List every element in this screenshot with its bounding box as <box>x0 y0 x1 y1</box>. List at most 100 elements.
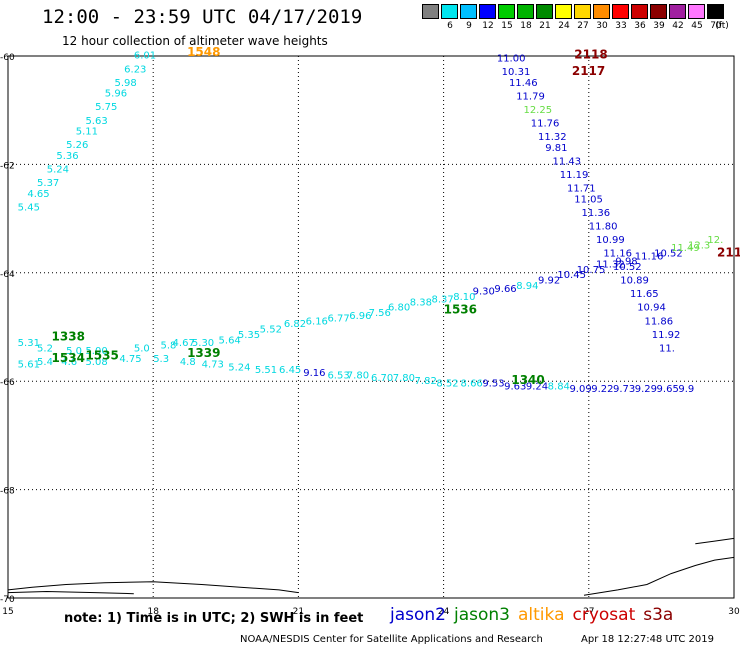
wave-height-label: 11.05 <box>574 194 603 205</box>
map-subtitle: 12 hour collection of altimeter wave hei… <box>62 34 328 48</box>
wave-height-label: 9.81 <box>545 143 567 154</box>
lon-tick-label: 21 <box>293 607 304 617</box>
legend-label: 18 <box>520 21 532 31</box>
wave-height-label: 10.45 <box>557 270 586 281</box>
wave-height-label: 7.80 <box>347 370 369 381</box>
lat-tick-label: -70 <box>0 595 15 605</box>
lon-tick-label: 30 <box>728 607 740 617</box>
wave-height-label: 5.75 <box>95 102 117 113</box>
legend-label: 42 <box>672 21 684 31</box>
pass-time-label: 1548 <box>187 45 220 59</box>
pass-time-label: 2116 <box>717 246 740 260</box>
legend-label: 9 <box>466 21 472 31</box>
legend-label: 45 <box>691 21 703 31</box>
map-frame <box>7 55 735 599</box>
lat-tick-label: -64 <box>0 270 15 280</box>
wave-height-label: 11.65 <box>630 289 659 300</box>
pass-time-label: 1338 <box>52 330 85 344</box>
wave-height-label: 10.31 <box>502 67 531 78</box>
wave-height-label: 5.51 <box>255 365 277 376</box>
legend-swatch <box>707 4 724 19</box>
wave-height-label: 4.6 <box>61 357 77 368</box>
wave-height-label: 10.52 <box>654 249 683 260</box>
wave-height-label: 11.43 <box>553 156 582 167</box>
wave-height-label: 11.36 <box>582 208 611 219</box>
wave-height-label: 5.37 <box>37 178 59 189</box>
credit-line: NOAA/NESDIS Center for Satellite Applica… <box>240 634 543 645</box>
wave-height-label: 11.80 <box>589 221 618 232</box>
wave-height-label: 6.82 <box>284 319 306 330</box>
wave-height-label: 6.80 <box>388 303 410 314</box>
wave-height-label: 11.19 <box>560 170 589 181</box>
lon-tick-label: 18 <box>147 607 159 617</box>
legend-label: 21 <box>539 21 551 31</box>
wave-height-label: 6.53 <box>327 370 349 381</box>
wave-height-label: 11.92 <box>652 330 681 341</box>
wave-height-label: 8.84 <box>548 381 570 392</box>
lat-tick-label: -60 <box>0 53 15 63</box>
legend-label: 6 <box>447 21 453 31</box>
legend-label: 39 <box>653 21 665 31</box>
wave-height-label: 9.63 <box>504 381 526 392</box>
legend-label: 33 <box>615 21 627 31</box>
wave-height-label: 9.65 <box>657 384 679 395</box>
wave-height-label: 4.8 <box>180 357 196 368</box>
lon-tick-label: 15 <box>2 607 13 617</box>
wave-height-label: 5.00 <box>85 346 107 357</box>
wave-height-label: 4.73 <box>202 360 224 371</box>
wave-height-label: 5.8 <box>160 341 176 352</box>
wave-height-label: 12.25 <box>523 105 552 116</box>
pass-time-label: 2117 <box>572 64 605 78</box>
wave-height-label: 9.30 <box>473 286 495 297</box>
legend-swatch <box>612 4 629 19</box>
wave-height-label: 5.30 <box>192 338 214 349</box>
legend-label: 24 <box>558 21 570 31</box>
wave-height-label: 6.23 <box>124 64 146 75</box>
satellite-s3a: s3a <box>643 605 674 625</box>
legend-swatch <box>574 4 591 19</box>
wave-height-label: 5.45 <box>18 202 40 213</box>
legend-swatch <box>688 4 705 19</box>
wave-height-label: 5.35 <box>238 330 260 341</box>
satellite-altika: altika <box>518 605 565 625</box>
wave-height-label: 9.09 <box>569 384 591 395</box>
wave-height-label: 5.24 <box>47 165 69 176</box>
wave-height-label: 5.24 <box>228 362 250 373</box>
wave-height-label: 5.52 <box>260 324 282 335</box>
wave-height-label: 5.98 <box>114 78 136 89</box>
wave-height-label: 5.26 <box>66 140 88 151</box>
legend-swatch <box>669 4 686 19</box>
wave-height-label: 10.94 <box>637 303 666 314</box>
wave-height-label: 8.10 <box>453 292 475 303</box>
wave-height-label: 5.36 <box>56 151 78 162</box>
lat-tick-label: -66 <box>0 378 15 388</box>
legend-label: 12 <box>482 21 494 31</box>
legend-label: 27 <box>577 21 589 31</box>
map-title: 12:00 - 23:59 UTC 04/17/2019 <box>42 6 363 28</box>
wave-height-label: 9.73 <box>613 384 635 395</box>
pass-time-label: 1340 <box>511 373 544 387</box>
wave-height-label: 11.32 <box>538 132 567 143</box>
wave-height-label: 11.79 <box>516 91 545 102</box>
wave-height-label: 9.92 <box>538 276 560 287</box>
wave-height-label: 5.64 <box>219 335 241 346</box>
wave-height-label: 10.52 <box>613 262 642 273</box>
wave-height-label: 11.16 <box>635 251 664 262</box>
legend-swatch <box>441 4 458 19</box>
wave-height-label: 5.4 <box>37 357 53 368</box>
wave-height-label: 5.61 <box>18 360 40 371</box>
coastline <box>7 590 134 595</box>
wave-height-label: 11.86 <box>644 316 673 327</box>
lon-tick-label: 24 <box>438 607 450 617</box>
pass-time-label: 1536 <box>444 302 477 316</box>
wave-height-label: 11.71 <box>567 184 596 195</box>
generation-timestamp: Apr 18 12:27:48 UTC 2019 <box>581 634 714 645</box>
legend-swatch <box>479 4 496 19</box>
wave-height-label: 5.0 <box>134 343 150 354</box>
satellite-key: jason2 jason3 altika cryosat s3a <box>390 605 681 625</box>
wave-height-label: 6.45 <box>279 365 301 376</box>
wave-height-label: 10.75 <box>577 265 606 276</box>
wave-height-label: 8.66 <box>461 379 483 390</box>
coastline <box>695 537 735 545</box>
